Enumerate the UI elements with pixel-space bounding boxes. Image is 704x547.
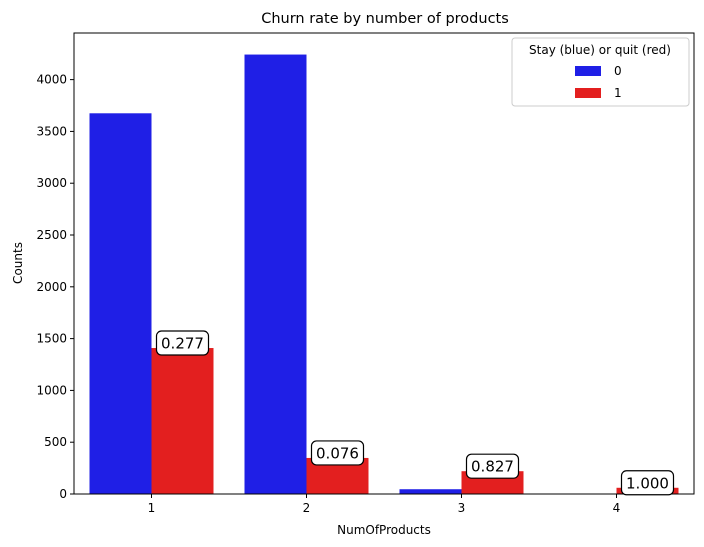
y-tick-label: 1000 xyxy=(36,383,67,397)
y-axis-ticks: 0 500 1000 1500 2000 2500 3000 3500 4000 xyxy=(36,73,74,501)
y-tick-label: 1500 xyxy=(36,332,67,346)
chart-title: Churn rate by number of products xyxy=(261,11,509,27)
y-tick-label: 500 xyxy=(44,435,67,449)
bar-series1-cat1 xyxy=(151,348,214,494)
x-tick-label: 4 xyxy=(613,501,621,515)
legend-swatch-1 xyxy=(575,88,601,98)
plot-frame xyxy=(73,32,695,495)
y-tick-label: 2500 xyxy=(36,228,67,242)
annotation-box-cat2 xyxy=(310,440,365,466)
x-tick-label: 1 xyxy=(148,501,156,515)
legend-title: Stay (blue) or quit (red) xyxy=(529,43,671,57)
y-tick-label: 3000 xyxy=(36,176,67,190)
y-tick-label: 2000 xyxy=(36,280,67,294)
annotation-label-cat1: 0.277 xyxy=(161,335,204,353)
y-tick-label: 0 xyxy=(59,487,67,501)
y-axis-label: Counts xyxy=(11,242,25,284)
x-tick-label: 2 xyxy=(303,501,311,515)
legend: Stay (blue) or quit (red) 0 1 xyxy=(511,37,690,107)
y-tick-label: 3500 xyxy=(36,124,67,138)
annotation-label-cat2: 0.076 xyxy=(316,444,359,462)
y-tick-label: 4000 xyxy=(36,73,67,87)
bar-series0-cat1 xyxy=(89,113,152,494)
annotations-group: 0.277 0.076 0.827 1.000 xyxy=(155,330,675,496)
bar-series0-cat3 xyxy=(399,489,462,494)
legend-swatch-0 xyxy=(575,66,601,76)
bar-series0-cat2 xyxy=(244,54,307,495)
x-axis-label: NumOfProducts xyxy=(337,523,431,537)
legend-label-1: 1 xyxy=(614,86,622,100)
annotation-box-cat1 xyxy=(155,330,210,356)
annotation-label-cat4: 1.000 xyxy=(626,474,669,492)
x-tick-label: 3 xyxy=(458,501,466,515)
x-axis-ticks: 1 2 3 4 xyxy=(148,494,621,515)
annotation-box-cat3 xyxy=(465,453,520,479)
annotation-label-cat3: 0.827 xyxy=(471,458,514,476)
bars-group xyxy=(89,54,679,495)
legend-label-0: 0 xyxy=(614,64,622,78)
annotation-box-cat4 xyxy=(620,470,675,496)
